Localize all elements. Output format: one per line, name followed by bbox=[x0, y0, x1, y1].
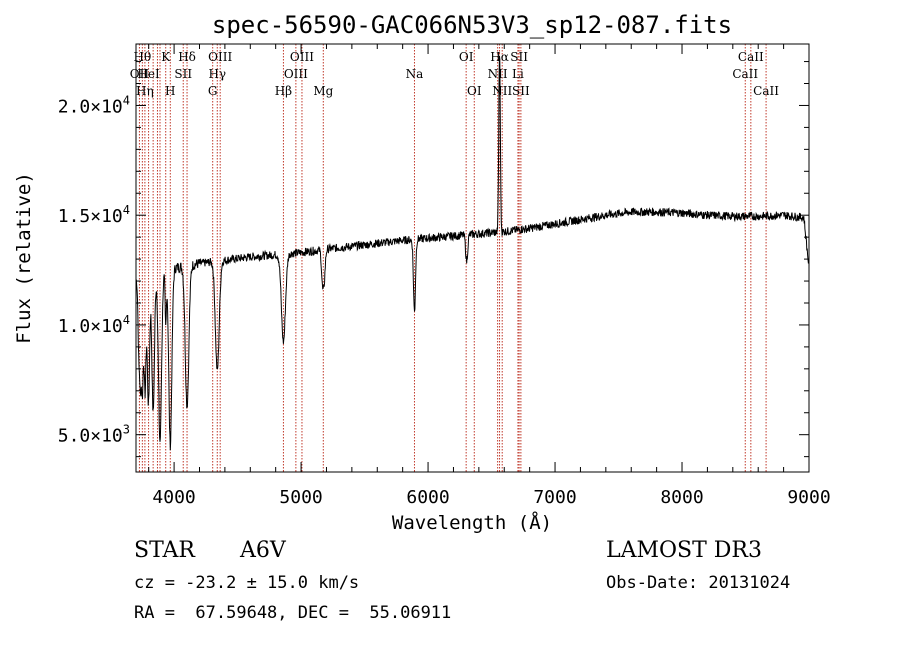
x-tick-label: 9000 bbox=[787, 487, 830, 508]
line-marker-label: Na bbox=[406, 67, 424, 81]
line-marker-label: H bbox=[165, 84, 175, 98]
object-class: STAR bbox=[134, 538, 195, 563]
y-tick-labels: 5.0×103 1.0×104 1.5×104 2.0×104 bbox=[58, 93, 130, 446]
line-marker-label: Hδ bbox=[178, 50, 196, 64]
y-axis-label: Flux (relative) bbox=[13, 172, 35, 344]
line-marker-label: OI bbox=[467, 84, 482, 98]
line-marker-label: HeI bbox=[137, 67, 160, 81]
line-marker-label: CaII bbox=[738, 50, 764, 64]
line-markers bbox=[138, 44, 767, 472]
coordinates-info: RA = 67.59648, DEC = 55.06911 bbox=[134, 603, 452, 623]
x-tick-label: 4000 bbox=[152, 487, 195, 508]
x-tick-labels: 4000 5000 6000 7000 8000 9000 bbox=[152, 487, 830, 508]
line-marker-label: SII bbox=[174, 67, 192, 81]
x-axis-label: Wavelength (Å) bbox=[392, 511, 552, 534]
line-marker-label: NII bbox=[492, 84, 512, 98]
line-marker-label: K bbox=[161, 50, 171, 64]
line-marker-label: CaII bbox=[732, 67, 758, 81]
line-marker-label: OI bbox=[459, 50, 474, 64]
plot-frame bbox=[135, 43, 810, 473]
line-marker-label: Hγ bbox=[208, 67, 226, 81]
line-marker-label: NII bbox=[488, 67, 508, 81]
line-marker-label: Hθ bbox=[133, 50, 151, 64]
line-marker-label: Mg bbox=[313, 84, 333, 98]
y-tick-label: 1.0×104 bbox=[58, 313, 130, 337]
line-marker-label: SII bbox=[510, 50, 528, 64]
y-tick-label: 5.0×103 bbox=[58, 423, 130, 447]
line-marker-label: OII bbox=[130, 67, 150, 81]
spectrum-line bbox=[135, 55, 810, 451]
x-tick-label: 6000 bbox=[406, 487, 449, 508]
line-marker-label: OIII bbox=[290, 50, 314, 64]
axis-ticks bbox=[136, 44, 810, 472]
line-marker-label: Li bbox=[512, 67, 524, 81]
line-marker-label: Hη bbox=[136, 84, 154, 98]
observation-date: Obs-Date: 20131024 bbox=[606, 573, 791, 593]
x-tick-label: 7000 bbox=[533, 487, 576, 508]
line-marker-label: SII bbox=[512, 84, 530, 98]
object-subclass: A6V bbox=[240, 538, 286, 563]
y-tick-label: 2.0×104 bbox=[58, 93, 130, 117]
x-tick-label: 5000 bbox=[279, 487, 322, 508]
x-tick-label: 8000 bbox=[660, 487, 703, 508]
line-marker-label: Hβ bbox=[275, 84, 292, 98]
y-tick-label: 1.5×104 bbox=[58, 203, 130, 227]
line-marker-label: OIII bbox=[208, 50, 232, 64]
line-marker-label: OIII bbox=[284, 67, 308, 81]
survey-name: LAMOST DR3 bbox=[606, 538, 762, 563]
redshift-info: cz = -23.2 ± 15.0 km/s bbox=[134, 573, 360, 593]
line-marker-label: CaII bbox=[753, 84, 779, 98]
chart-title: spec-56590-GAC066N53V3_sp12-087.fits bbox=[212, 11, 732, 39]
line-marker-label: G bbox=[208, 84, 218, 98]
